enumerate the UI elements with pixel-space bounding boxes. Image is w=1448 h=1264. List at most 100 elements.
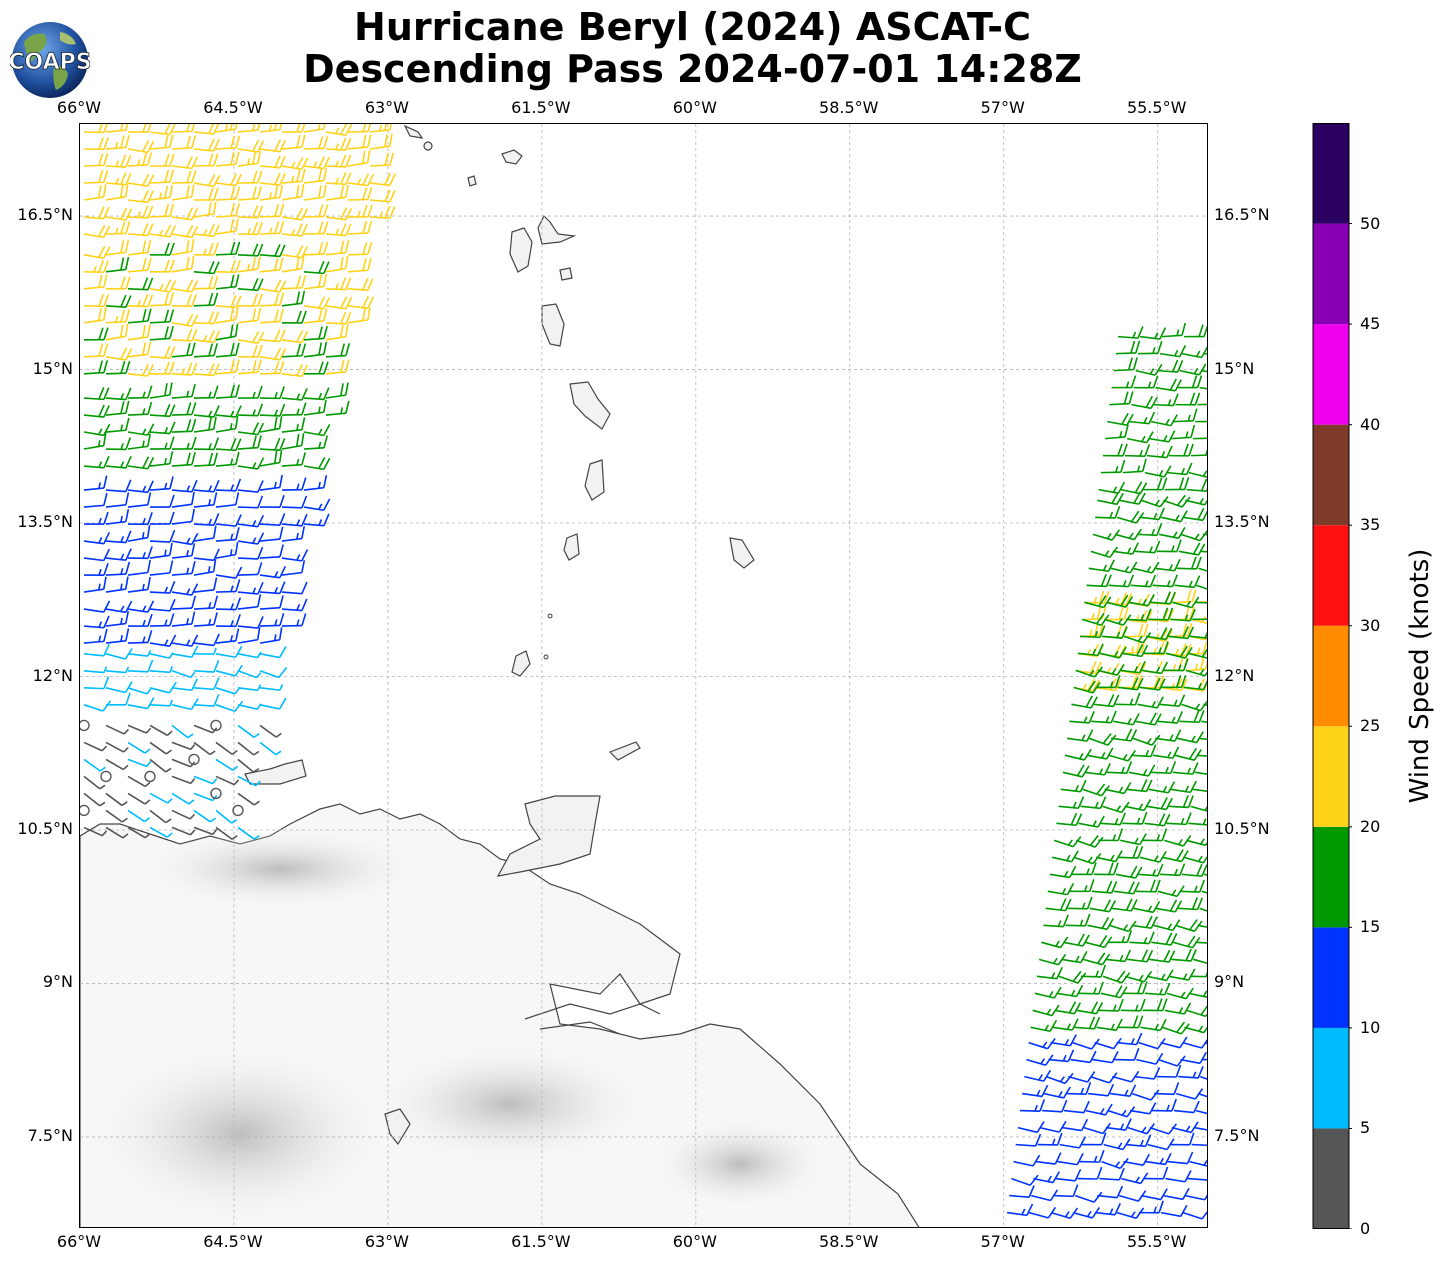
wind-barb — [105, 809, 128, 823]
map-title-line2: Descending Pass 2024-07-01 14:28Z — [303, 47, 1082, 91]
terrain-shading — [370, 1044, 650, 1164]
lon-tick-label-top: 58.5°W — [819, 98, 879, 117]
wind-barb — [210, 787, 222, 800]
wind-barb — [1071, 862, 1097, 876]
wind-barb — [144, 770, 156, 783]
wind-barb — [127, 630, 153, 644]
wind-barb — [1060, 779, 1087, 793]
wind-barb — [1193, 1126, 1207, 1132]
wind-barb — [1085, 935, 1113, 949]
wind-barb — [215, 151, 240, 167]
wind-barb — [1139, 675, 1165, 689]
wind-barb — [237, 403, 264, 417]
wind-barb — [1187, 645, 1207, 659]
wind-barb — [347, 277, 374, 292]
wind-barb — [1117, 675, 1143, 689]
wind-barb — [1122, 981, 1148, 995]
wind-barb — [83, 169, 109, 184]
wind-barb — [105, 400, 130, 416]
wind-barb — [1053, 1184, 1079, 1198]
st-kitts-island — [403, 124, 424, 139]
wind-barb — [237, 514, 265, 528]
wind-barb — [1173, 408, 1198, 423]
colorbar-bin — [1313, 625, 1349, 727]
wind-barb — [1056, 812, 1083, 827]
wind-barb — [1181, 346, 1207, 359]
lat-tick-label-right: 9°N — [1214, 972, 1245, 992]
wind-barb — [1167, 1151, 1194, 1165]
wind-barb — [215, 186, 241, 201]
wind-barb — [83, 423, 111, 437]
wind-barb — [1045, 898, 1072, 912]
colorbar-bin — [1313, 1128, 1349, 1229]
wind-barb — [215, 274, 240, 290]
wind-barb — [259, 526, 284, 542]
wind-barb — [1149, 1123, 1178, 1135]
wind-barb — [237, 724, 260, 738]
wind-barb — [1082, 783, 1110, 797]
wind-barb — [1186, 834, 1207, 847]
wind-barb — [1129, 931, 1155, 945]
wind-barb — [127, 173, 155, 187]
wind-barb — [1110, 1084, 1137, 1098]
orinoco-delta — [524, 1003, 661, 1035]
wind-barb — [127, 139, 155, 154]
wind-barb — [1140, 1018, 1167, 1032]
wind-barb — [105, 792, 128, 807]
wind-barb — [1105, 1118, 1132, 1131]
wind-barb — [215, 645, 243, 659]
wind-barb — [259, 220, 285, 235]
wind-barb — [1088, 1083, 1115, 1097]
lat-tick-label-left: 10.5°N — [17, 818, 73, 838]
wind-barb — [1181, 863, 1207, 878]
wind-barb — [83, 404, 110, 418]
wind-barb — [127, 600, 155, 613]
wind-barb — [1096, 1018, 1123, 1032]
wind-barb — [1144, 982, 1171, 996]
wind-barb — [303, 341, 328, 358]
wind-barb — [1104, 607, 1129, 621]
wind-barb — [259, 386, 285, 400]
wind-barb — [237, 256, 261, 273]
wind-barb — [171, 670, 196, 679]
wind-barb — [281, 290, 306, 307]
wind-barb — [1161, 675, 1187, 689]
wind-barb — [259, 646, 287, 659]
colorbar-tick-label: 5 — [1360, 1118, 1371, 1138]
wind-barb — [1159, 863, 1186, 877]
wind-barb — [1074, 1191, 1103, 1203]
wind-barb — [1109, 920, 1137, 933]
wind-barb — [83, 700, 112, 712]
wind-barb — [149, 542, 173, 559]
wind-barb — [1026, 1054, 1054, 1066]
wind-barb — [1141, 1188, 1168, 1201]
wind-barb — [1188, 818, 1207, 826]
map-canvas — [80, 124, 1207, 1227]
wind-barb — [127, 363, 154, 377]
lat-tick-label-right: 7.5°N — [1214, 1125, 1260, 1145]
wind-barb — [347, 150, 371, 167]
wind-barb — [83, 184, 107, 201]
terrain-shading — [650, 1119, 830, 1209]
wind-barb — [1033, 1171, 1060, 1184]
wind-barb — [149, 699, 174, 707]
wind-barb — [149, 581, 176, 594]
wind-barb — [127, 741, 151, 754]
wind-barb — [1164, 477, 1190, 491]
wind-barb — [259, 565, 287, 579]
wind-barb — [1073, 853, 1102, 865]
wind-barb — [1122, 458, 1147, 474]
wind-barb — [83, 792, 106, 807]
wind-barb — [215, 438, 242, 452]
wind-barb — [325, 154, 352, 168]
wind-barb — [171, 255, 195, 273]
wind-barb — [83, 600, 111, 613]
wind-barb — [1183, 851, 1207, 864]
wind-barb — [303, 326, 328, 341]
wind-barb — [237, 277, 264, 292]
wind-barb — [281, 134, 306, 150]
wind-barb — [237, 435, 262, 450]
wind-barb — [237, 684, 262, 692]
wind-barb — [105, 221, 131, 235]
wind-barb — [1047, 883, 1075, 896]
